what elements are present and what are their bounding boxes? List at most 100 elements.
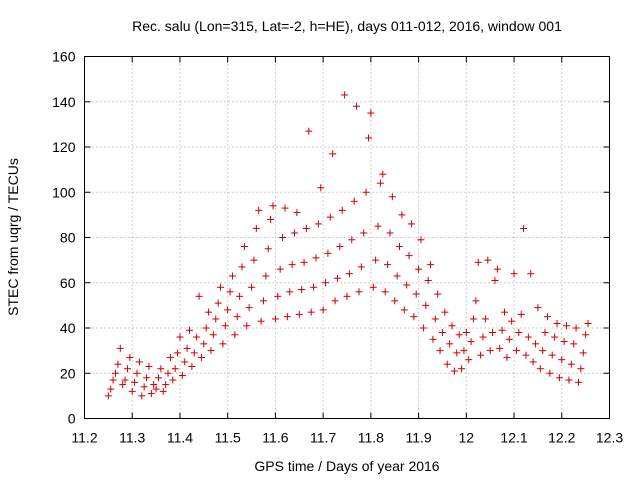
y-axis-title: STEC from uqrg / TECUs <box>5 158 21 316</box>
data-point <box>338 206 346 214</box>
data-point <box>417 236 425 244</box>
tick-marks <box>84 56 610 419</box>
data-point <box>407 220 415 228</box>
y-tick-label: 40 <box>60 320 76 336</box>
y-tick-label: 140 <box>52 94 76 110</box>
y-tick-label: 20 <box>60 365 76 381</box>
data-point <box>341 91 349 99</box>
data-point <box>145 362 153 370</box>
data-point <box>317 184 325 192</box>
data-point <box>157 365 165 373</box>
data-point <box>236 292 244 300</box>
data-point <box>450 367 458 375</box>
data-point <box>176 333 184 341</box>
data-point <box>410 313 418 321</box>
data-point <box>369 283 377 291</box>
data-point <box>121 376 129 384</box>
data-point <box>183 344 191 352</box>
data-point <box>353 102 361 110</box>
data-point <box>171 365 179 373</box>
data-point <box>474 258 482 266</box>
data-point <box>350 197 358 205</box>
data-point <box>154 374 162 382</box>
data-point <box>453 349 461 357</box>
data-point <box>138 392 146 400</box>
data-point <box>515 329 523 337</box>
x-tick-labels: 11.2 11.3 11.4 11.5 11.6 11.7 11.8 11.9 12 12.1 12… <box>71 430 623 446</box>
data-point <box>345 270 353 278</box>
data-point <box>446 340 454 348</box>
data-point <box>546 369 554 377</box>
data-point <box>195 292 203 300</box>
x-tick-label: 12.2 <box>548 430 575 446</box>
data-point <box>570 340 578 348</box>
data-point <box>336 243 344 251</box>
x-tick-label: 11.3 <box>119 430 145 446</box>
data-point <box>512 347 520 355</box>
data-point <box>489 329 497 337</box>
data-point <box>333 274 341 282</box>
data-point <box>243 322 251 330</box>
data-point <box>548 351 556 359</box>
data-point <box>283 313 291 321</box>
data-point <box>267 215 275 223</box>
data-point <box>190 349 198 357</box>
data-point <box>262 272 270 280</box>
data-point <box>207 347 215 355</box>
data-point <box>541 329 549 337</box>
data-point <box>188 362 196 370</box>
data-point <box>565 376 573 384</box>
data-point <box>221 322 229 330</box>
data-point <box>314 220 322 228</box>
data-point <box>412 290 420 298</box>
data-point <box>274 292 282 300</box>
y-tick-label: 120 <box>52 139 76 155</box>
data-point <box>224 306 232 314</box>
x-tick-label: 12.3 <box>596 430 623 446</box>
data-point <box>291 229 298 237</box>
y-tick-label: 100 <box>52 184 76 200</box>
data-point <box>259 297 267 305</box>
data-point <box>429 335 437 343</box>
x-tick-label: 11.6 <box>262 430 288 446</box>
data-point <box>438 329 446 337</box>
data-point <box>295 310 303 318</box>
data-point <box>123 365 131 373</box>
data-point <box>376 179 384 187</box>
data-point <box>181 358 189 366</box>
data-point <box>252 224 260 232</box>
data-point <box>152 385 160 393</box>
data-point <box>312 254 320 262</box>
data-point <box>393 272 401 280</box>
data-point <box>379 170 387 178</box>
data-point <box>424 276 432 284</box>
data-point <box>522 351 530 359</box>
data-point <box>381 288 389 296</box>
data-point <box>193 333 201 341</box>
data-point <box>331 297 339 305</box>
data-point <box>560 338 568 346</box>
data-point <box>539 347 547 355</box>
data-point <box>114 360 122 368</box>
data-point <box>572 324 580 332</box>
data-point <box>140 383 148 391</box>
data-point <box>288 261 296 269</box>
data-point <box>534 304 542 312</box>
data-point <box>116 344 124 352</box>
data-point <box>343 292 351 300</box>
data-point <box>391 297 399 305</box>
x-tick-label: 11.9 <box>405 430 431 446</box>
data-point <box>286 288 294 296</box>
data-point <box>245 304 253 312</box>
x-tick-label: 12 <box>459 430 475 446</box>
data-point <box>326 213 334 221</box>
data-point <box>228 272 236 280</box>
data-points <box>104 91 592 400</box>
data-point <box>584 319 592 327</box>
data-point <box>305 127 313 135</box>
x-axis-title: GPS time / Days of year 2016 <box>254 458 439 474</box>
data-point <box>147 390 155 398</box>
data-point <box>109 376 117 384</box>
data-point <box>384 261 392 269</box>
